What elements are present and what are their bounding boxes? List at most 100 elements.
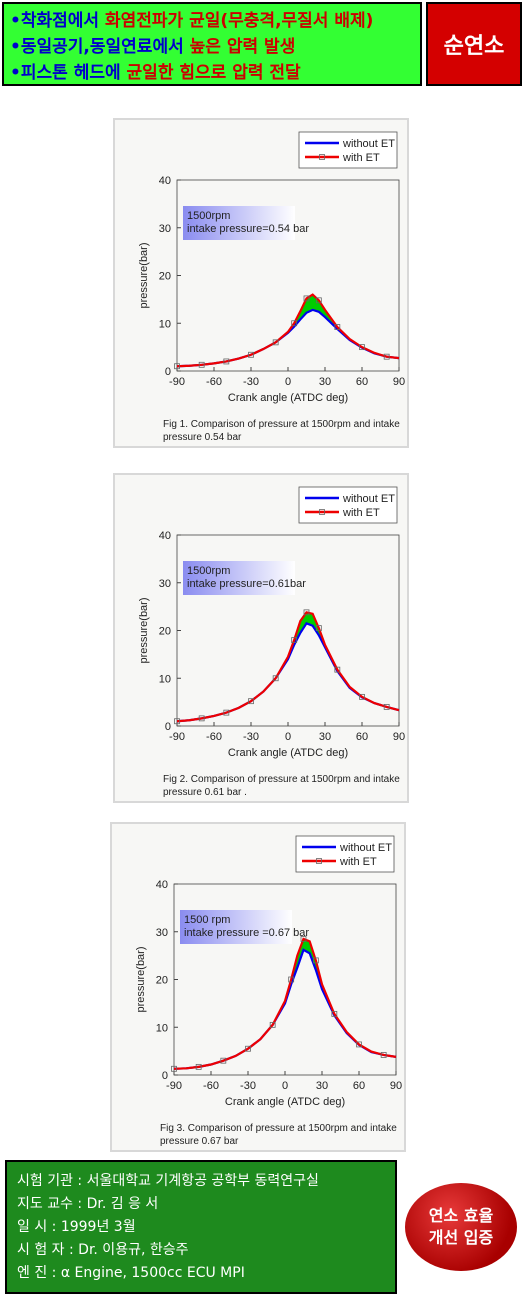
marker	[272, 675, 279, 682]
marker	[288, 976, 295, 983]
legend-label: without ET	[339, 842, 392, 854]
legend-label: without ET	[342, 493, 395, 505]
x-axis-label: Crank angle (ATDC deg)	[228, 392, 348, 404]
marker	[315, 297, 322, 304]
series-line	[173, 937, 397, 1070]
marker	[223, 358, 230, 365]
series-line	[176, 293, 400, 368]
y-tick-label: 10	[159, 673, 171, 685]
annotation: intake pressure=0.61bar	[187, 578, 306, 590]
x-tick-label: 90	[393, 376, 405, 388]
header-line: •피스톤 헤드에 균일한 힘으로 압력 전달	[10, 60, 414, 86]
legend-marker	[316, 858, 322, 864]
marker	[220, 1057, 227, 1064]
x-axis-label: Crank angle (ATDC deg)	[228, 747, 348, 759]
x-tick-label: 90	[390, 1080, 402, 1092]
marker	[171, 1065, 177, 1072]
x-tick-label: -30	[243, 731, 259, 743]
marker	[359, 344, 365, 351]
legend-marker	[319, 509, 325, 515]
caption: Fig 3. Comparison of pressure at 1500rpm…	[160, 1123, 397, 1147]
x-tick-label: 60	[356, 731, 368, 743]
header-text: •동일공기,동일연료에서	[10, 37, 190, 57]
marker	[198, 715, 205, 722]
chart: 0 10 20 30 40 -90 -60 -30 0 30 60 90 Crank angle (AT…	[135, 835, 402, 1108]
marker	[174, 718, 180, 725]
x-tick-label: 60	[356, 376, 368, 388]
legend-marker	[319, 154, 325, 160]
footer-line: 시 험 자 : Dr. 이용규, 한승주	[17, 1242, 189, 1258]
marker	[334, 324, 341, 330]
legend-label: with ET	[339, 856, 377, 868]
y-tick-label: 0	[162, 1070, 168, 1082]
y-tick-label: 30	[159, 578, 171, 590]
marker	[356, 1041, 362, 1048]
badge: 순연소	[426, 2, 522, 86]
x-tick-label: 30	[319, 376, 331, 388]
y-tick-label: 0	[165, 721, 171, 733]
marker	[245, 1045, 251, 1052]
annotation-box	[183, 561, 295, 595]
series-line	[176, 611, 400, 723]
x-tick-label: 0	[282, 1080, 288, 1092]
y-tick-label: 30	[156, 927, 168, 939]
marker	[315, 625, 322, 632]
x-tick-label: -30	[240, 1080, 256, 1092]
marker	[383, 703, 390, 710]
x-tick-label: 30	[319, 731, 331, 743]
x-tick-label: -60	[206, 376, 222, 388]
chart-panel: 0 10 20 30 40 -90 -60 -30 0 30 60 90 Crank angle (AT…	[110, 822, 406, 1152]
legend-box	[295, 835, 395, 873]
series-line	[173, 948, 397, 1070]
x-tick-label: 90	[393, 731, 405, 743]
marker	[223, 709, 230, 716]
x-tick-label: -60	[203, 1080, 219, 1092]
x-tick-label: 0	[285, 376, 291, 388]
y-axis-label: pressure(bar)	[138, 242, 150, 308]
marker	[291, 637, 298, 643]
chart: 0 10 20 30 40 -90 -60 -30 0 30 60 90 Crank angle (AT…	[138, 131, 405, 404]
header: •착화점에서 화염전파가 균일(무충격,무질서 배제) •동일공기,동일연료에서 …	[2, 2, 422, 86]
y-tick-label: 20	[159, 271, 171, 283]
marker	[331, 1010, 338, 1017]
annotation: 1500 rpm	[184, 914, 230, 926]
x-tick-label: -90	[169, 376, 185, 388]
x-tick-label: -90	[166, 1080, 182, 1092]
footer: 시험 기관 : 서울대학교 기계항공 공학부 동력연구실 지도 교수 : Dr. …	[5, 1160, 397, 1294]
marker	[303, 609, 310, 616]
y-tick-label: 40	[159, 175, 171, 187]
y-tick-label: 20	[156, 975, 168, 987]
annotation-box	[183, 206, 295, 240]
header-text: 균일한 힘으로 압력 전달	[126, 63, 301, 83]
y-tick-label: 40	[156, 879, 168, 891]
footer-line: 일 시 : 1999년 3월	[17, 1219, 136, 1235]
y-tick-label: 10	[156, 1022, 168, 1034]
x-axis-label: Crank angle (ATDC deg)	[225, 1096, 345, 1108]
y-axis-label: pressure(bar)	[135, 946, 147, 1012]
marker	[248, 351, 254, 358]
badge-text: 개선 입증	[428, 1228, 494, 1247]
chart-panel: 0 10 20 30 40 -90 -60 -30 0 30 60 90 Crank angle (AT…	[113, 473, 409, 803]
x-tick-label: -60	[206, 731, 222, 743]
header-line: •착화점에서 화염전파가 균일(무충격,무질서 배제)	[10, 8, 414, 34]
x-tick-label: 0	[285, 731, 291, 743]
y-tick-label: 0	[165, 366, 171, 378]
chart-panel: 0 10 20 30 40 -90 -60 -30 0 30 60 90 Crank angle (AT…	[113, 118, 409, 448]
header-text: •피스톤 헤드에	[10, 63, 127, 83]
legend-label: with ET	[342, 152, 380, 164]
marker	[291, 320, 298, 327]
footer-line: 엔 진 : α Engine, 1500cc ECU MPI	[17, 1265, 245, 1281]
annotation-box	[180, 910, 292, 944]
y-tick-label: 10	[159, 318, 171, 330]
y-axis-label: pressure(bar)	[138, 597, 150, 663]
marker	[198, 361, 205, 368]
badge-text: 연소 효율	[428, 1206, 494, 1225]
x-tick-label: 30	[316, 1080, 328, 1092]
caption: Fig 2. Comparison of pressure at 1500rpm…	[163, 774, 400, 798]
annotation: intake pressure=0.54 bar	[187, 223, 309, 235]
marker	[300, 936, 307, 942]
legend-label: without ET	[342, 138, 395, 150]
header-line: •동일공기,동일연료에서 높은 압력 발생	[10, 34, 414, 60]
header-text: 화염전파가 균일(무충격,무질서 배제)	[104, 11, 374, 31]
